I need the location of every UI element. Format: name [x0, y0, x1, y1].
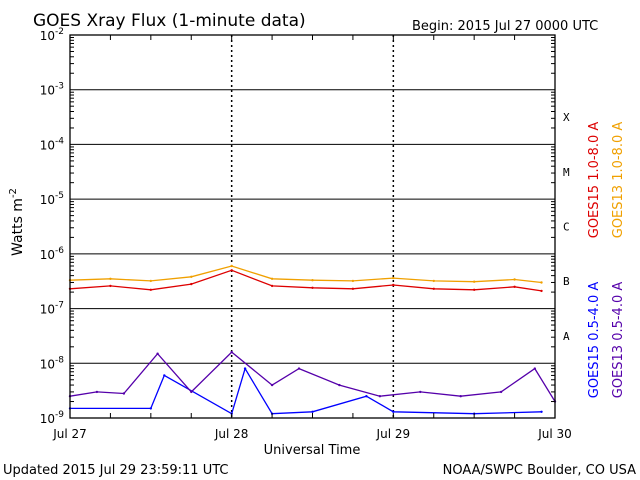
- begin-date: Begin: 2015 Jul 27 0000 UTC: [412, 19, 598, 34]
- y-tick-exponent: -4: [55, 136, 64, 146]
- x-tick-label: Jul 29: [376, 427, 411, 441]
- series-point: [392, 283, 395, 287]
- series-point: [513, 278, 516, 281]
- y-tick-label: 10-4: [40, 136, 65, 152]
- series-point: [540, 281, 543, 284]
- series-point: [419, 390, 422, 394]
- series-point: [311, 286, 314, 289]
- credit-text: NOAA/SWPC Boulder, CO USA: [443, 463, 636, 478]
- series-point: [378, 395, 382, 398]
- flare-class-B: B: [563, 275, 570, 288]
- series-point: [540, 410, 543, 413]
- series-point: [230, 264, 233, 268]
- series-point: [230, 269, 233, 272]
- y-axis-label: Watts m-2: [8, 188, 26, 256]
- x-tick-label: Jul 28: [214, 427, 249, 441]
- y-tick-exponent: -2: [55, 27, 64, 37]
- legend-entry: GOES13 0.5-4.0 A: [611, 282, 626, 399]
- y-tick-exponent: -9: [55, 410, 64, 420]
- series-point: [95, 390, 99, 394]
- y-tick-label: 10-8: [40, 355, 65, 371]
- x-axis-label: Universal Time: [264, 443, 361, 458]
- series-line: [69, 265, 542, 284]
- data-series: [68, 264, 557, 415]
- y-axis-ticks: 10-210-310-410-510-610-710-810-9: [40, 27, 555, 426]
- grid: [70, 35, 555, 418]
- series-point: [149, 288, 152, 291]
- series-point: [230, 350, 233, 354]
- flare-class-A: A: [563, 330, 570, 343]
- y-tick-exponent: -3: [55, 82, 64, 92]
- y-tick-exponent: -7: [55, 301, 64, 311]
- series-point: [311, 410, 314, 413]
- series-point: [473, 280, 476, 283]
- y-tick-base: 10: [40, 138, 55, 152]
- series-point: [351, 279, 355, 283]
- chart-title: GOES Xray Flux (1-minute data): [33, 11, 306, 31]
- series-point: [190, 275, 193, 278]
- series-point: [190, 282, 193, 286]
- series-point: [351, 287, 355, 290]
- series-point: [459, 395, 462, 398]
- series-point: [392, 410, 395, 413]
- y-tick-label: 10-7: [40, 301, 64, 317]
- series-point: [270, 284, 274, 288]
- y-tick-base: 10: [40, 193, 55, 207]
- series-point: [513, 285, 516, 288]
- y-tick-exponent: -8: [55, 355, 64, 365]
- y-tick-label: 10-9: [40, 410, 65, 426]
- y-tick-base: 10: [40, 84, 55, 98]
- series-point: [122, 392, 126, 395]
- legend-entry: GOES15 0.5-4.0 A: [587, 282, 602, 399]
- legend: GOES15 1.0-8.0 A GOES13 1.0-8.0 A GOES15 0…: [587, 122, 626, 399]
- y-tick-base: 10: [40, 303, 55, 317]
- series-point: [149, 407, 152, 410]
- x-axis-ticks: Jul 27 Jul 28 Jul 29 Jul 30: [52, 35, 572, 441]
- series-point: [432, 279, 435, 283]
- series-point: [270, 383, 274, 387]
- series-point: [109, 284, 112, 288]
- y-tick-label: 10-6: [40, 246, 65, 262]
- x-tick-label: Jul 30: [537, 427, 572, 441]
- y-tick-base: 10: [40, 248, 55, 262]
- series-point: [540, 289, 543, 293]
- series-point: [338, 383, 341, 387]
- series-line: [69, 351, 556, 402]
- y-tick-label: 10-5: [40, 191, 64, 207]
- flare-class-labels: X M C B A: [563, 111, 570, 343]
- plot-frame: [69, 34, 556, 419]
- series-point: [270, 277, 274, 280]
- flare-class-C: C: [563, 221, 570, 234]
- series-point: [163, 374, 166, 377]
- series-point: [392, 276, 395, 280]
- series-point: [190, 390, 193, 394]
- y-tick-exponent: -5: [55, 191, 64, 201]
- y-tick-base: 10: [40, 29, 55, 43]
- legend-entry: GOES13 1.0-8.0 A: [611, 122, 626, 239]
- series-point: [149, 279, 152, 283]
- series-point: [499, 390, 503, 394]
- x-tick-label: Jul 27: [52, 427, 87, 441]
- series-point: [109, 277, 112, 280]
- flare-class-X: X: [563, 111, 570, 124]
- y-tick-base: 10: [40, 412, 55, 426]
- series-point: [533, 367, 536, 370]
- series-line: [70, 366, 542, 415]
- series-point: [297, 367, 301, 370]
- y-tick-label: 10-3: [40, 82, 64, 98]
- series-point: [243, 367, 247, 370]
- updated-timestamp: Updated 2015 Jul 29 23:59:11 UTC: [3, 463, 228, 478]
- series-point: [473, 288, 476, 291]
- series-point: [432, 287, 435, 290]
- legend-entry: GOES15 1.0-8.0 A: [587, 122, 602, 239]
- series-point: [365, 395, 368, 398]
- flare-class-M: M: [563, 166, 570, 179]
- series-point: [311, 279, 314, 282]
- y-tick-base: 10: [40, 357, 55, 371]
- series-point: [156, 352, 159, 355]
- y-tick-label: 10-2: [40, 27, 64, 43]
- y-tick-exponent: -6: [55, 246, 64, 256]
